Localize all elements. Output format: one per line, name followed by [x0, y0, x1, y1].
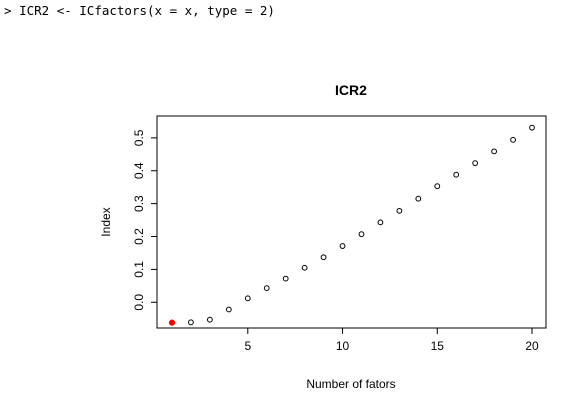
- data-point: [510, 136, 516, 143]
- x-tick-label: 15: [431, 339, 445, 353]
- x-tick-label: 20: [525, 339, 539, 353]
- data-point: [415, 195, 422, 202]
- x-tick-label: 5: [244, 339, 251, 353]
- data-point: [377, 219, 384, 226]
- data-point: [339, 243, 346, 249]
- data-point: [206, 316, 213, 323]
- console-prompt: >: [4, 3, 12, 18]
- y-axis-label: Index: [99, 207, 113, 236]
- console-command: ICR2 <- ICfactors(x = x, type = 2): [19, 3, 275, 18]
- chart-title: ICR2: [335, 82, 367, 98]
- data-point: [491, 148, 498, 155]
- plot-frame: [156, 115, 547, 329]
- y-tick-label: 0.2: [132, 228, 146, 245]
- highlighted-data-point: [168, 319, 176, 326]
- data-point: [396, 207, 403, 214]
- x-tick-label: 10: [336, 339, 350, 353]
- data-point: [453, 171, 460, 178]
- data-point: [282, 275, 289, 282]
- data-point: [434, 183, 441, 190]
- y-tick-label: 0.0: [132, 294, 146, 311]
- data-points: [168, 124, 535, 326]
- data-point: [244, 295, 251, 302]
- y-tick-label: 0.1: [132, 261, 146, 278]
- data-point: [358, 231, 365, 238]
- data-point: [188, 319, 194, 326]
- data-point: [472, 160, 479, 167]
- y-axis: 0.0 0.1 0.2 0.3 0.4 0.5: [132, 129, 157, 311]
- console-command-line: > ICR2 <- ICfactors(x = x, type = 2): [4, 3, 275, 18]
- data-point: [301, 264, 308, 271]
- x-axis-label: Number of fators: [306, 377, 395, 391]
- x-axis: 5 10 15 20: [244, 328, 539, 353]
- y-tick-label: 0.5: [132, 129, 146, 146]
- y-tick-label: 0.4: [132, 162, 146, 179]
- data-point: [225, 306, 232, 313]
- data-point: [320, 254, 327, 261]
- y-tick-label: 0.3: [132, 195, 146, 212]
- data-point: [263, 285, 270, 292]
- data-point: [529, 124, 535, 131]
